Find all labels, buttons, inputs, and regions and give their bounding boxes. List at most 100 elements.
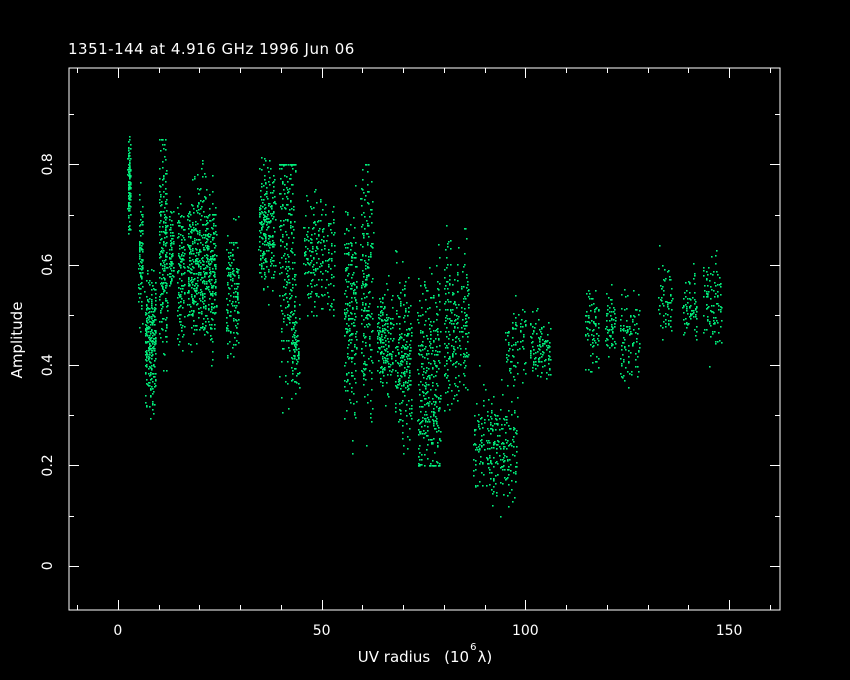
data-point xyxy=(228,274,230,276)
data-point xyxy=(204,281,206,283)
data-point xyxy=(362,233,364,235)
data-point xyxy=(438,408,440,410)
data-point xyxy=(623,361,625,363)
data-point xyxy=(370,417,372,419)
data-point xyxy=(369,303,371,305)
data-point xyxy=(397,387,399,389)
data-point xyxy=(428,403,430,405)
data-point xyxy=(511,345,513,347)
data-point xyxy=(429,328,431,330)
data-point xyxy=(212,319,214,321)
data-point xyxy=(378,322,380,324)
data-point xyxy=(393,338,395,340)
data-point xyxy=(162,286,164,288)
data-point xyxy=(405,381,407,383)
data-point xyxy=(473,444,475,446)
data-point xyxy=(593,338,595,340)
data-point xyxy=(542,354,544,356)
data-point xyxy=(395,347,397,349)
data-point xyxy=(706,278,708,280)
data-point xyxy=(694,299,696,301)
data-point xyxy=(128,147,130,149)
data-point xyxy=(154,309,156,311)
data-point xyxy=(466,274,468,276)
data-point xyxy=(418,419,420,421)
data-point xyxy=(151,350,153,352)
data-point xyxy=(612,331,614,333)
data-point xyxy=(404,375,406,377)
data-point xyxy=(287,317,289,319)
data-point xyxy=(433,297,435,299)
data-point xyxy=(624,309,626,311)
data-point xyxy=(213,243,215,245)
data-point xyxy=(207,248,209,250)
data-point xyxy=(355,293,357,295)
data-point xyxy=(281,361,283,363)
data-point xyxy=(407,335,409,337)
data-point xyxy=(149,321,151,323)
data-point xyxy=(265,183,267,185)
data-point xyxy=(532,326,534,328)
data-point xyxy=(202,277,204,279)
data-point xyxy=(295,171,297,173)
data-point xyxy=(296,382,298,384)
data-point xyxy=(346,281,348,283)
data-point xyxy=(273,274,275,276)
data-point xyxy=(361,198,363,200)
data-point xyxy=(227,282,229,284)
data-point xyxy=(211,285,213,287)
data-point xyxy=(140,268,142,270)
data-point xyxy=(138,301,140,303)
data-point xyxy=(205,272,207,274)
data-point xyxy=(344,380,346,382)
data-point xyxy=(548,374,550,376)
data-point xyxy=(183,237,185,239)
data-point xyxy=(194,178,196,180)
data-point xyxy=(201,291,203,293)
data-point xyxy=(488,463,490,465)
data-point xyxy=(410,358,412,360)
data-point xyxy=(638,371,640,373)
data-point xyxy=(404,353,406,355)
data-point xyxy=(449,358,451,360)
data-point xyxy=(639,347,641,349)
data-point xyxy=(464,312,466,314)
data-point xyxy=(261,227,263,229)
data-point xyxy=(418,465,420,467)
data-point xyxy=(691,310,693,312)
data-point xyxy=(407,382,409,384)
data-point xyxy=(369,338,371,340)
data-point xyxy=(232,271,234,273)
data-point xyxy=(173,267,175,269)
data-point xyxy=(209,291,211,293)
data-point xyxy=(199,249,201,251)
data-point xyxy=(296,344,298,346)
data-point xyxy=(480,418,482,420)
data-point xyxy=(395,381,397,383)
data-point xyxy=(179,257,181,259)
data-point xyxy=(128,226,130,228)
data-point xyxy=(181,242,183,244)
data-point xyxy=(464,360,466,362)
data-point xyxy=(153,391,155,393)
data-point xyxy=(211,307,213,309)
data-point xyxy=(184,229,186,231)
data-point xyxy=(499,455,501,457)
data-point xyxy=(444,375,446,377)
data-point xyxy=(380,378,382,380)
data-point xyxy=(164,266,166,268)
data-point xyxy=(671,288,673,290)
data-point xyxy=(382,342,384,344)
data-point xyxy=(381,352,383,354)
data-point xyxy=(129,167,131,169)
data-point xyxy=(208,263,210,265)
data-point xyxy=(422,349,424,351)
data-point xyxy=(686,322,688,324)
data-point xyxy=(281,257,283,259)
data-point xyxy=(530,324,532,326)
data-point xyxy=(706,279,708,281)
data-point xyxy=(515,366,517,368)
data-point xyxy=(429,375,431,377)
data-point xyxy=(129,202,131,204)
data-point xyxy=(128,188,130,190)
